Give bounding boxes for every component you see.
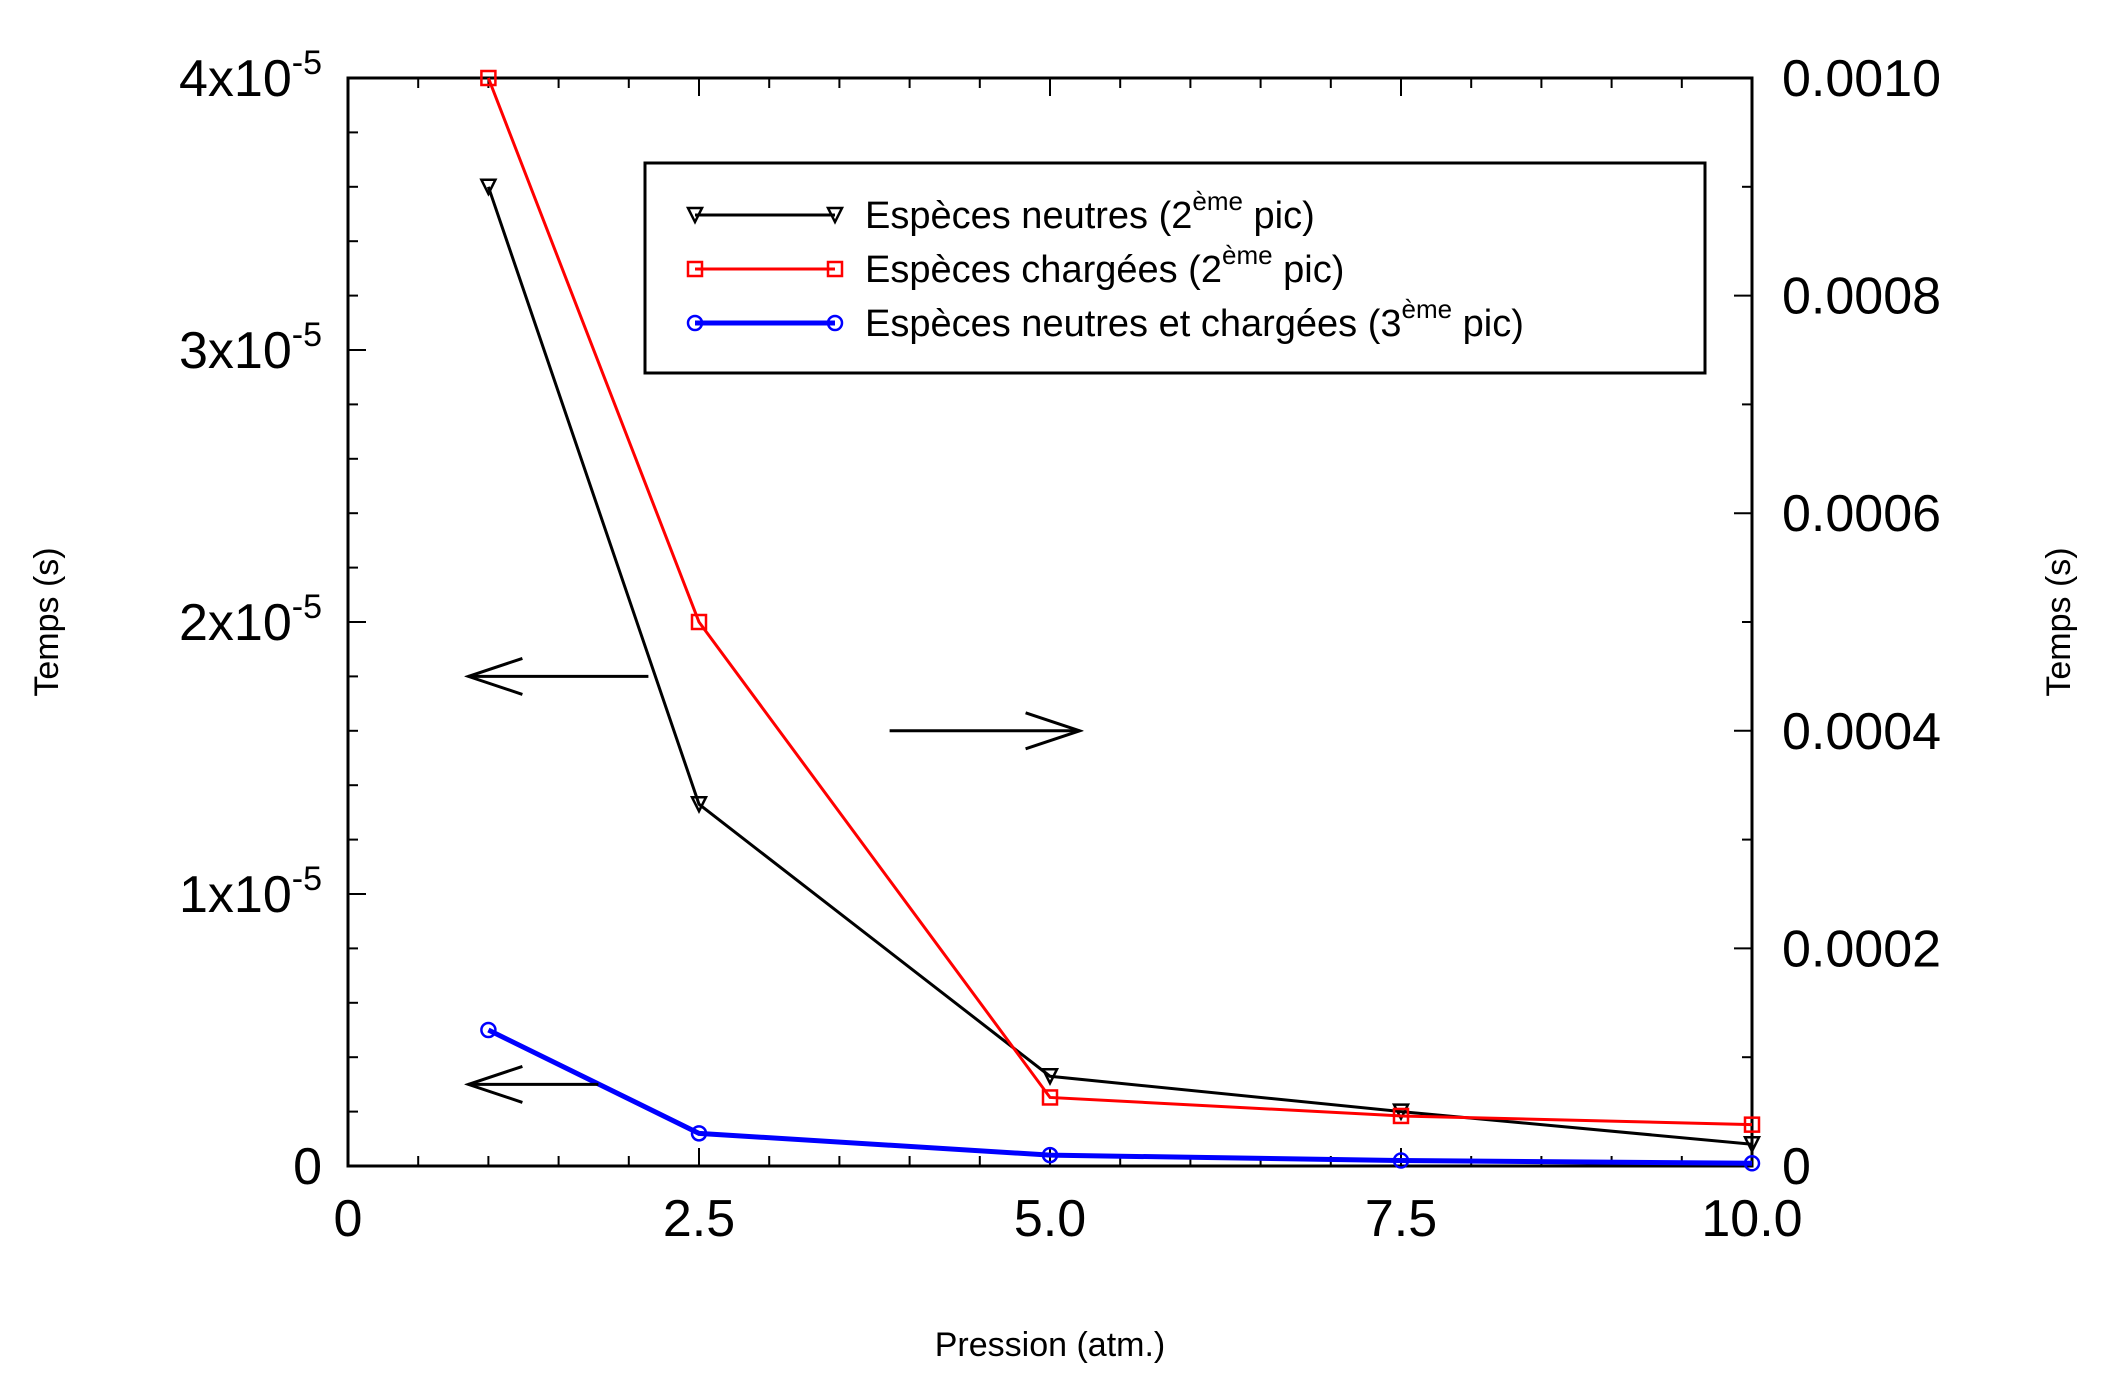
x-axis-title: Pression (atm.) [935,1326,1166,1364]
series-3 [480,1021,1761,1172]
y-right-tick-label: 0.0006 [1782,485,1941,543]
y-left-tick-label: 3x10-5 [179,316,322,380]
y-left-tick-label: 1x10-5 [179,860,322,924]
x-axis-ticks: 0 2.5 5.0 7.5 10.0 [334,78,1803,1248]
legend-marker-2 [826,260,844,278]
y-axis-right-ticks: 0 0.0002 0.0004 0.0006 0.0008 0.0010 [1734,50,1941,1196]
y-right-tick-label: 0.0002 [1782,920,1941,978]
y-right-tick-label: 0 [1782,1138,1811,1196]
series-1 [479,178,1762,1155]
y-left-tick-label: 4x10-5 [179,44,322,108]
x-tick-label: 5.0 [1014,1190,1086,1248]
y-left-tick-label: 0 [293,1138,322,1196]
legend-marker-3 [686,314,704,332]
series-1-point [1742,1135,1762,1155]
y-right-tick-label: 0.0004 [1782,703,1941,761]
annotation-arrows [468,676,1079,1084]
legend-label-3: Espèces neutres et chargées (3ème pic) [865,294,1524,345]
y-left-tick-label: 2x10-5 [179,588,322,652]
x-tick-label: 10.0 [1701,1190,1802,1248]
series-1-point [689,795,709,815]
y-axis-right-title: Temps (s) [2040,547,2078,696]
series-1-line [486,186,1753,1146]
y-axis-left-title: Temps (s) [28,547,66,696]
series-2 [480,69,1761,1133]
legend-marker-2 [686,260,704,278]
series-2-point [690,613,708,631]
series-2-point [480,69,497,87]
series-3-point [480,1021,497,1039]
y-right-tick-label: 0.0008 [1782,268,1941,326]
series-layer [479,69,1762,1172]
series-3-line [487,1027,1753,1166]
y-axis-left-ticks: 0 1x10-5 2x10-5 3x10-5 4x10-5 [179,44,366,1196]
legend-marker-1 [685,206,705,225]
legend: Espèces neutres (2ème pic)Espèces chargé… [643,161,1707,375]
series-1-point [1040,1067,1060,1087]
y-right-tick-label: 0.0010 [1782,50,1941,108]
series-1-point [1391,1103,1411,1122]
series-2-point [1743,1116,1761,1133]
series-3-point [690,1125,708,1142]
series-3-point [1743,1155,1761,1172]
legend-marker-1 [825,206,845,225]
legend-label-1: Espèces neutres (2ème pic) [865,186,1315,237]
series-2-point [1041,1089,1059,1106]
x-tick-label: 2.5 [663,1190,735,1248]
series-2-point [1392,1107,1410,1125]
series-3-point [1041,1146,1059,1164]
x-tick-label: 7.5 [1365,1190,1437,1248]
legend-marker-3 [826,314,844,332]
series-3-point [1392,1152,1410,1169]
series-2-line [487,77,1753,1127]
x-tick-label: 0 [334,1190,363,1248]
series-1-point [479,178,498,197]
legend-label-2: Espèces chargées (2ème pic) [865,240,1344,291]
